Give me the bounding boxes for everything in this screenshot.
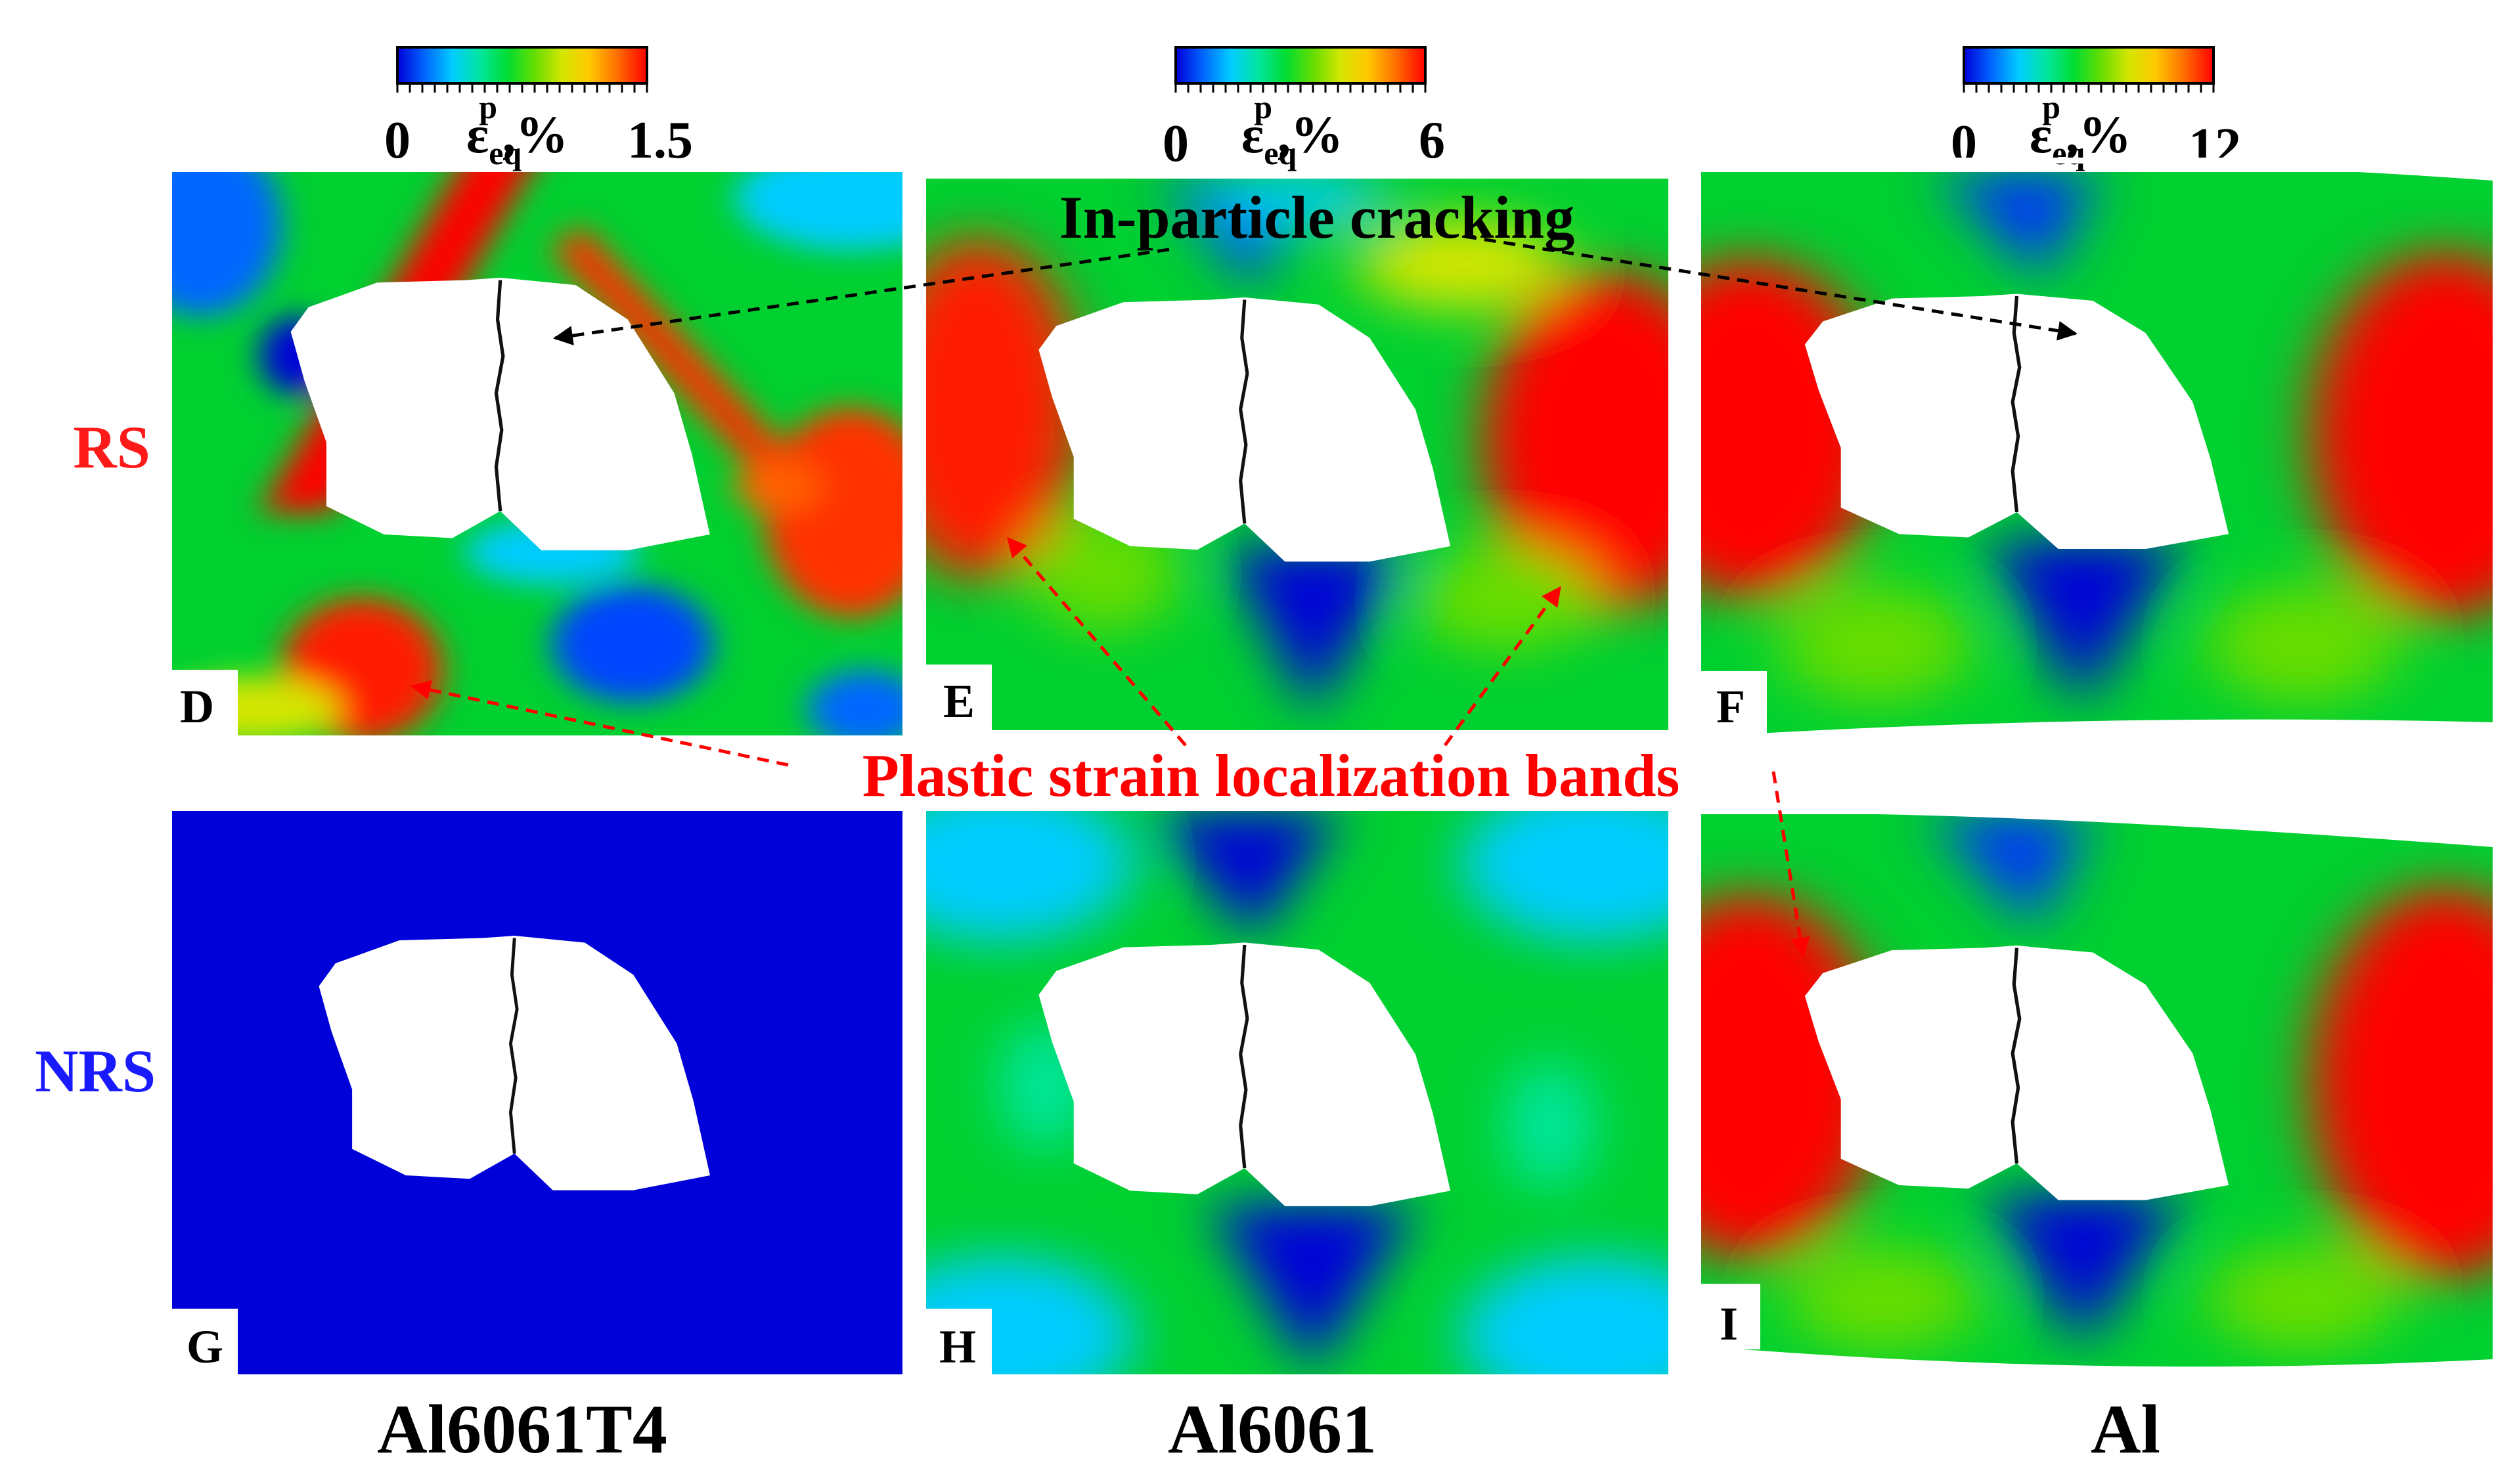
colorbar-1-min: 0 (384, 112, 411, 169)
colorbar-1-variable: εeqp,% (466, 89, 568, 171)
panel-i: I (1701, 801, 2493, 1392)
bands-annotation: Plastic strain localization bands (411, 536, 1810, 957)
colorbar-1-gradient (396, 46, 648, 85)
panel-letter-h: H (939, 1320, 976, 1373)
panel-f: F (1701, 158, 2493, 749)
colorbar-3-variable: εeqp,% (2030, 89, 2131, 171)
panel-h: H (926, 811, 1668, 1374)
colorbar-3: 0 12 εeqp,% (1951, 46, 2241, 176)
colorbar-2: 0 6 εeqp,% (1163, 46, 1445, 173)
colorbar-2-gradient (1174, 46, 1427, 85)
colorbar-3-gradient (1963, 46, 2215, 85)
panel-d: D (172, 172, 902, 735)
colorbar-2-variable: εeqp,% (1241, 89, 1343, 171)
panel-letter-g: G (187, 1320, 223, 1373)
panel-letter-f: F (1716, 680, 1745, 733)
colorbar-2-min: 0 (1163, 115, 1189, 173)
panel-letter-e: E (943, 675, 975, 728)
panel-letter-i: I (1720, 1298, 1738, 1350)
colorbar-1: 0 1.5 εeqp,% (384, 46, 693, 171)
column-label-al6061t4: Al6061T4 (377, 1391, 667, 1468)
panel-e: E (926, 179, 1668, 730)
column-label-al: Al (2091, 1391, 2160, 1468)
panel-letter-d: D (180, 680, 214, 733)
colorbar-3-max: 12 (2189, 118, 2241, 176)
panel-g: G (172, 811, 902, 1374)
row-label-rs: RS (73, 414, 150, 481)
cracking-annotation: In-particle cracking (553, 184, 2078, 345)
row-label-nrs: NRS (35, 1037, 156, 1104)
column-label-al6061: Al6061 (1168, 1391, 1377, 1468)
colorbar-1-max: 1.5 (627, 112, 693, 169)
colorbar-3-min: 0 (1951, 115, 1977, 173)
cracking-label: In-particle cracking (1059, 184, 1574, 251)
colorbar-2-max: 6 (1419, 112, 1445, 169)
bands-label: Plastic strain localization bands (862, 742, 1680, 809)
